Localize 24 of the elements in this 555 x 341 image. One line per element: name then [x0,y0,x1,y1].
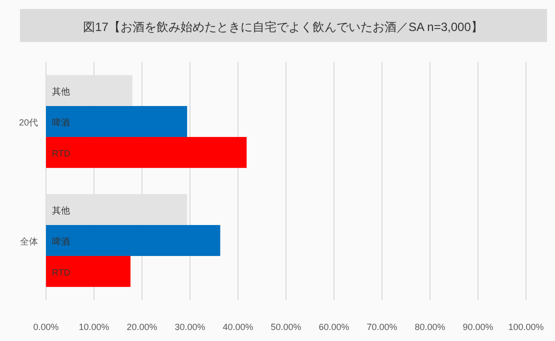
series-label: 啤酒 [52,118,70,128]
text: 啤酒 [52,236,70,246]
x-tick-label: 0.00% [33,322,59,332]
x-tick-label: 60.00% [318,322,350,332]
x-tick-label: 30.00% [174,322,206,332]
text: RTD [52,267,70,278]
x-tick-label: 80.00% [414,322,446,332]
bar [46,225,220,256]
bar [46,106,188,137]
series-label: 其他 [52,86,70,97]
y-tick-label: 20代 [18,118,38,128]
x-tick-label: 10.00% [78,322,110,332]
bar [46,136,247,168]
x-tick-label: 100.00% [508,322,544,332]
y-tick-label: 全体 [20,236,38,246]
bar [46,256,130,287]
series-label: RTD [52,148,71,158]
x-tick-label: 20.00% [126,322,158,332]
chart-title: 図17【お酒を飲み始めたときに自宅でよく飲んでいたお酒／SA n=3,000】 [83,20,483,34]
x-tick-label: 50.00% [270,322,302,332]
x-tick-label: 40.00% [222,322,254,332]
x-tick-label: 70.00% [366,322,398,332]
x-tick-label: 90.00% [462,322,494,332]
text: 其他 [52,206,70,216]
